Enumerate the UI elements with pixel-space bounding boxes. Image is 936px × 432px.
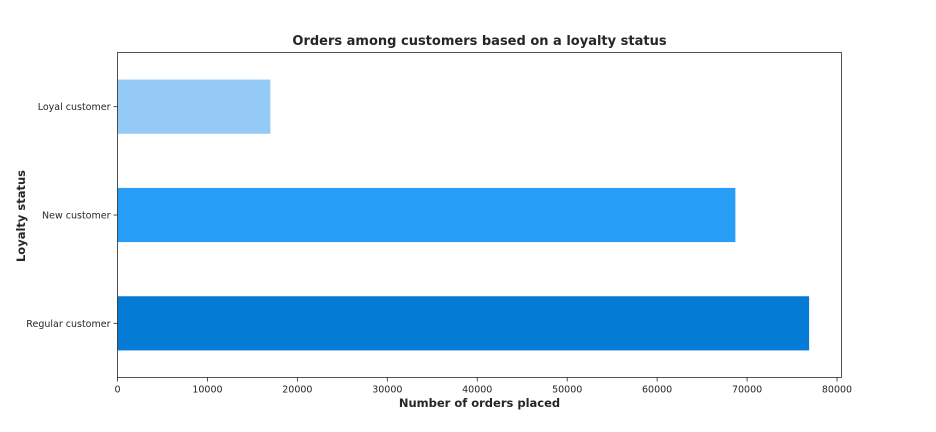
bar-loyal-customer bbox=[117, 79, 271, 134]
x-tick-label: 40000 bbox=[462, 385, 492, 396]
y-tick-label: Regular customer bbox=[26, 319, 110, 330]
y-ticks-group: Loyal customer New customer Regular custom… bbox=[26, 102, 118, 330]
x-tick-label: 20000 bbox=[282, 385, 312, 396]
x-tick-label: 50000 bbox=[552, 385, 582, 396]
y-tick-label: New customer bbox=[42, 211, 111, 222]
bar-regular-customer bbox=[117, 296, 810, 351]
bars-group bbox=[117, 79, 810, 351]
x-tick-label: 10000 bbox=[192, 385, 222, 396]
x-tick-label: 60000 bbox=[642, 385, 672, 396]
x-tick-label: 30000 bbox=[372, 385, 402, 396]
x-ticks-group: 0 10000 20000 30000 40000 50000 60000 70000 8000… bbox=[114, 377, 852, 396]
bar-new-customer bbox=[117, 187, 736, 243]
chart-title: Orders among customers based on a loyalt… bbox=[292, 34, 667, 49]
x-axis-label: Number of orders placed bbox=[398, 396, 561, 410]
x-tick-label: 0 bbox=[114, 385, 120, 396]
x-tick-label: 70000 bbox=[732, 385, 762, 396]
x-tick-label: 80000 bbox=[822, 385, 852, 396]
y-tick-label: Loyal customer bbox=[38, 102, 111, 113]
